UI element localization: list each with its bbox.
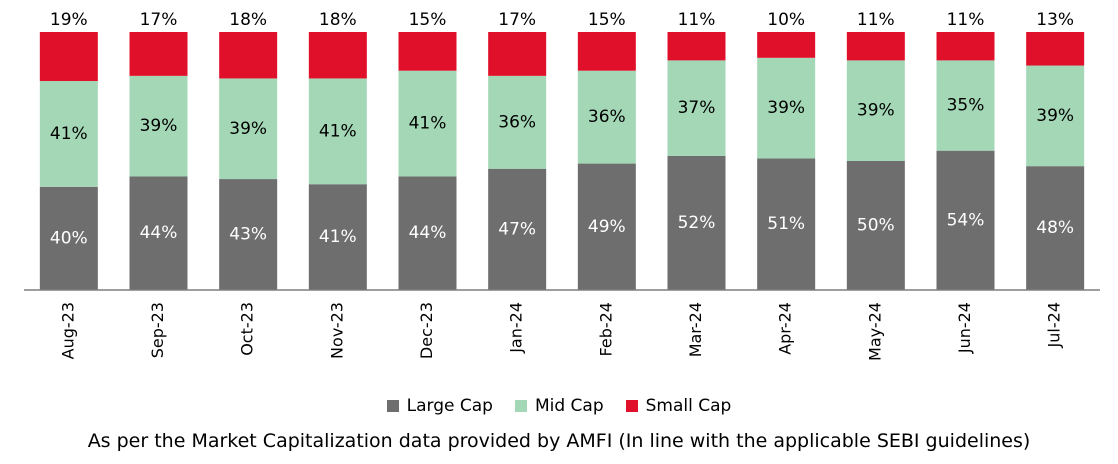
data-label-mid-cap-nov-23: 41% — [319, 121, 357, 141]
data-label-large-cap-jan-24: 47% — [498, 219, 536, 239]
data-label-mid-cap-jun-24: 35% — [947, 96, 985, 116]
legend-label-small-cap: Small Cap — [645, 396, 732, 416]
legend-item-small-cap: Small Cap — [625, 396, 732, 416]
x-tick-jan-24: Jan-24 — [507, 302, 526, 354]
bar-mid-cap-jul-24 — [1026, 65, 1085, 167]
data-label-mid-cap-feb-24: 36% — [588, 107, 626, 127]
data-label-large-cap-may-24: 50% — [857, 216, 895, 236]
legend-swatch-small-cap — [625, 400, 638, 412]
data-label-mid-cap-oct-23: 39% — [229, 119, 267, 139]
data-label-mid-cap-may-24: 39% — [857, 101, 895, 121]
bar-small-cap-feb-24 — [577, 32, 636, 71]
bar-mid-cap-nov-23 — [308, 78, 367, 185]
x-tick-mar-24: Mar-24 — [686, 302, 705, 357]
data-label-mid-cap-aug-23: 41% — [50, 124, 88, 144]
bar-small-cap-sep-23 — [129, 32, 188, 76]
bars-group — [39, 32, 1085, 290]
legend-swatch-large-cap — [386, 400, 399, 412]
data-label-large-cap-nov-23: 41% — [319, 227, 357, 247]
data-label-mid-cap-apr-24: 39% — [767, 98, 805, 118]
data-label-large-cap-aug-23: 40% — [50, 228, 88, 248]
data-label-large-cap-dec-23: 44% — [409, 223, 447, 243]
bar-mid-cap-dec-23 — [398, 70, 457, 177]
x-tick-nov-23: Nov-23 — [327, 302, 346, 359]
data-label-small-cap-apr-24: 10% — [767, 10, 805, 30]
bar-small-cap-nov-23 — [308, 32, 367, 79]
data-label-small-cap-jan-24: 17% — [498, 10, 536, 30]
bar-large-cap-aug-23 — [39, 186, 98, 290]
bar-small-cap-may-24 — [846, 32, 905, 61]
bar-mid-cap-feb-24 — [577, 70, 636, 164]
data-label-large-cap-mar-24: 52% — [678, 213, 716, 233]
data-label-large-cap-sep-23: 44% — [140, 223, 178, 243]
footnote: As per the Market Capitalization data pr… — [87, 430, 1031, 452]
data-labels-group: 40% 41% 19% 44% 39% 17% 43% 39% 18% 41% 41% 18% 44% 4… — [50, 10, 1074, 248]
bar-large-cap-mar-24 — [667, 155, 726, 290]
data-label-mid-cap-jul-24: 39% — [1036, 106, 1074, 126]
bar-large-cap-may-24 — [846, 161, 905, 290]
data-label-small-cap-feb-24: 15% — [588, 10, 626, 30]
stacked-bar-chart: 40% 41% 19% 44% 39% 17% 43% 39% 18% 41% 41% 18% 44% 4… — [24, 10, 1100, 361]
legend-item-large-cap: Large Cap — [386, 396, 493, 416]
x-tick-may-24: May-24 — [865, 302, 884, 361]
bar-large-cap-nov-23 — [308, 184, 367, 290]
x-tick-labels-group: Aug-23 Sep-23 Oct-23 Nov-23 Dec-23 Jan-24 Feb-… — [58, 302, 1063, 361]
bar-large-cap-jun-24 — [936, 150, 995, 290]
legend-item-mid-cap: Mid Cap — [514, 396, 604, 416]
data-label-small-cap-oct-23: 18% — [229, 10, 267, 30]
x-tick-jun-24: Jun-24 — [955, 302, 974, 354]
bar-small-cap-jul-24 — [1026, 32, 1085, 66]
bar-large-cap-jul-24 — [1026, 166, 1085, 290]
x-tick-sep-23: Sep-23 — [148, 302, 167, 358]
bar-small-cap-oct-23 — [219, 32, 278, 79]
bar-mid-cap-oct-23 — [219, 78, 278, 180]
bar-small-cap-aug-23 — [39, 32, 98, 82]
bar-small-cap-mar-24 — [667, 32, 726, 61]
bar-mid-cap-aug-23 — [39, 81, 98, 187]
data-label-small-cap-mar-24: 11% — [678, 10, 716, 30]
bar-small-cap-dec-23 — [398, 32, 457, 71]
data-label-mid-cap-sep-23: 39% — [140, 116, 178, 136]
data-label-small-cap-dec-23: 15% — [409, 10, 447, 30]
data-label-small-cap-jun-24: 11% — [947, 10, 985, 30]
legend-label-mid-cap: Mid Cap — [534, 396, 604, 416]
data-label-large-cap-feb-24: 49% — [588, 217, 626, 237]
x-tick-jul-24: Jul-24 — [1045, 302, 1064, 348]
data-label-small-cap-aug-23: 19% — [50, 10, 88, 30]
x-tick-feb-24: Feb-24 — [596, 302, 615, 356]
bar-large-cap-apr-24 — [757, 158, 816, 290]
data-label-large-cap-jul-24: 48% — [1036, 218, 1074, 238]
bar-small-cap-jan-24 — [488, 32, 547, 76]
bar-mid-cap-jan-24 — [488, 75, 547, 169]
data-label-large-cap-apr-24: 51% — [767, 214, 805, 234]
data-label-large-cap-jun-24: 54% — [947, 210, 985, 230]
bar-small-cap-apr-24 — [757, 32, 816, 58]
x-tick-aug-23: Aug-23 — [58, 302, 77, 359]
bar-mid-cap-jun-24 — [936, 60, 995, 151]
bar-large-cap-jan-24 — [488, 168, 547, 290]
bar-large-cap-feb-24 — [577, 163, 636, 290]
data-label-small-cap-jul-24: 13% — [1036, 10, 1074, 30]
x-tick-dec-23: Dec-23 — [417, 302, 436, 359]
data-label-small-cap-may-24: 11% — [857, 10, 895, 30]
bar-mid-cap-sep-23 — [129, 75, 188, 177]
x-tick-apr-24: Apr-24 — [776, 302, 795, 355]
data-label-mid-cap-dec-23: 41% — [409, 114, 447, 134]
bar-large-cap-oct-23 — [219, 179, 278, 290]
data-label-large-cap-oct-23: 43% — [229, 225, 267, 245]
bar-mid-cap-apr-24 — [757, 57, 816, 159]
data-label-mid-cap-jan-24: 36% — [498, 112, 536, 132]
legend-label-large-cap: Large Cap — [406, 396, 493, 416]
bar-small-cap-jun-24 — [936, 32, 995, 61]
x-tick-oct-23: Oct-23 — [238, 302, 257, 356]
bar-mid-cap-may-24 — [846, 60, 905, 161]
bar-mid-cap-mar-24 — [667, 60, 726, 156]
data-label-mid-cap-mar-24: 37% — [678, 98, 716, 118]
legend-swatch-mid-cap — [514, 400, 527, 412]
bar-large-cap-sep-23 — [129, 176, 188, 290]
data-label-small-cap-sep-23: 17% — [140, 10, 178, 30]
legend: Large Cap Mid Cap Small Cap — [0, 396, 1118, 416]
data-label-small-cap-nov-23: 18% — [319, 10, 357, 30]
bar-large-cap-dec-23 — [398, 176, 457, 290]
